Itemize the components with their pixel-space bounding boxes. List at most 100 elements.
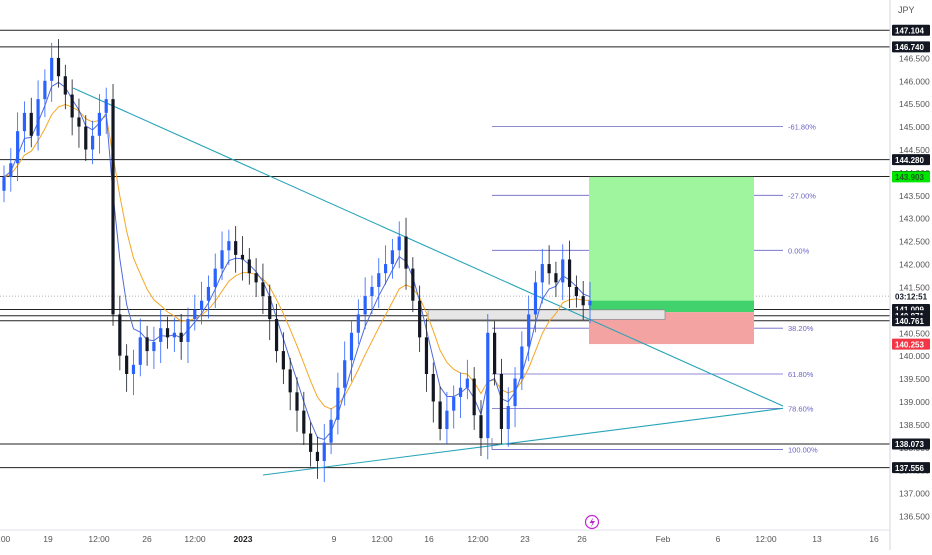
time-tick-label: 16 [869, 534, 879, 544]
price-tag-box [892, 462, 930, 474]
price-tick-label: 142.000 [899, 260, 930, 270]
entry-range-box[interactable] [427, 309, 666, 320]
candle-body [118, 314, 122, 356]
candle-body [193, 309, 197, 320]
candle-body [240, 254, 245, 260]
candle-body [227, 241, 231, 251]
candle-body [104, 99, 108, 113]
candle-body [499, 373, 504, 429]
price-tick-label: 146.500 [899, 53, 930, 63]
time-tick-label: 26 [577, 534, 587, 544]
entry-zone[interactable] [589, 300, 754, 313]
time-tick-label: 12:00 [755, 534, 777, 544]
candle-body [418, 300, 422, 338]
lightning-icon[interactable] [584, 514, 600, 530]
trendlines[interactable] [72, 87, 784, 476]
candle-body [315, 451, 320, 462]
price-tag-label: 144.280 [895, 156, 924, 165]
plot-background[interactable] [0, 0, 890, 505]
time-tick-label: 19 [43, 534, 53, 544]
position-zones[interactable] [427, 176, 754, 345]
candle-body [452, 396, 456, 411]
time-tick-label: 12:00 [467, 534, 489, 544]
price-tag-label: 137.556 [895, 464, 924, 473]
candle-body [424, 337, 429, 374]
candle-body [479, 415, 483, 439]
price-tag-label: 140.253 [895, 340, 924, 349]
candle-body [486, 332, 490, 439]
candle-body [111, 99, 115, 315]
candle-body [540, 264, 544, 283]
candle-body [431, 373, 435, 402]
candle-body [84, 126, 88, 150]
fib-level-label: -27.00% [788, 191, 816, 200]
candle-body [349, 332, 354, 361]
candle-body [36, 99, 40, 136]
candle-body [472, 378, 476, 416]
price-tag-label: 138.073 [895, 440, 924, 449]
candle-body [186, 319, 190, 342]
price-tick-label: 143.000 [899, 214, 930, 224]
price-tick-label: 137.000 [899, 489, 930, 499]
candle-body [63, 76, 67, 95]
candle-body [268, 296, 272, 320]
price-tick-label: 143.500 [899, 191, 930, 201]
price-tick-label: 146.000 [899, 76, 930, 86]
price-tick-label: 139.000 [899, 397, 930, 407]
time-tick-label: 6 [716, 534, 721, 544]
time-tick-label: 23 [520, 534, 530, 544]
candle-body [561, 259, 565, 283]
price-tag-box [892, 154, 930, 166]
price-tag-box [892, 338, 930, 350]
price-tick-label: 136.500 [899, 512, 930, 522]
candle-body [125, 355, 129, 374]
time-tick-label: 16 [424, 534, 434, 544]
price-tick-label: 141.500 [899, 282, 930, 292]
candle-body [527, 314, 531, 347]
candle-body [29, 112, 33, 136]
candle-body [383, 264, 388, 274]
candle-body [356, 314, 360, 333]
fib-level-label: 0.00% [788, 246, 810, 255]
candle-body [445, 410, 449, 429]
candle-body [281, 351, 285, 370]
price-tag-box [892, 41, 930, 53]
ascending-trendline[interactable] [262, 407, 784, 476]
candle-body [513, 378, 517, 407]
time-axis[interactable]: 2:00 19 12:00 26 12:00 2023 9 12:00 16 12:00 23 26 F… [0, 529, 890, 544]
currency-label: JPY [898, 5, 915, 15]
candle-body [90, 135, 95, 150]
price-tag-label: 03:12:51 [895, 292, 928, 301]
time-tick-label: 26 [142, 534, 152, 544]
candle-body [377, 273, 381, 287]
candle-body [200, 300, 204, 310]
candle-body [533, 282, 538, 315]
candle-body [145, 337, 149, 352]
candle-body [165, 328, 170, 338]
profit-zone[interactable] [589, 176, 754, 313]
fib-level-label: 38.20% [788, 324, 814, 333]
candle-body [274, 319, 279, 352]
candle-body [50, 57, 54, 81]
candle-body [152, 341, 156, 352]
fib-level-label: -61.80% [788, 123, 816, 132]
time-tick-label: 12:00 [88, 534, 110, 544]
candle-body [247, 259, 251, 274]
price-tag-box [892, 290, 930, 302]
candle-body [506, 406, 510, 429]
candle-body [261, 282, 265, 297]
plot-area[interactable] [0, 0, 890, 505]
price-tick-label: 139.500 [899, 374, 930, 384]
price-tag-label: 141.009 [895, 306, 924, 315]
time-tick-label: 9 [332, 534, 337, 544]
price-axis[interactable]: 136.500137.000137.500138.000138.500139.0… [889, 0, 930, 550]
candle-body [22, 112, 27, 132]
candle-body [295, 392, 299, 411]
candle-body [574, 286, 578, 297]
candle-body [554, 273, 558, 283]
candle-body [329, 419, 333, 443]
price-tag-label: 146.740 [895, 43, 924, 52]
descending-trendline[interactable] [72, 87, 784, 407]
time-tick-label: 12:00 [184, 534, 206, 544]
